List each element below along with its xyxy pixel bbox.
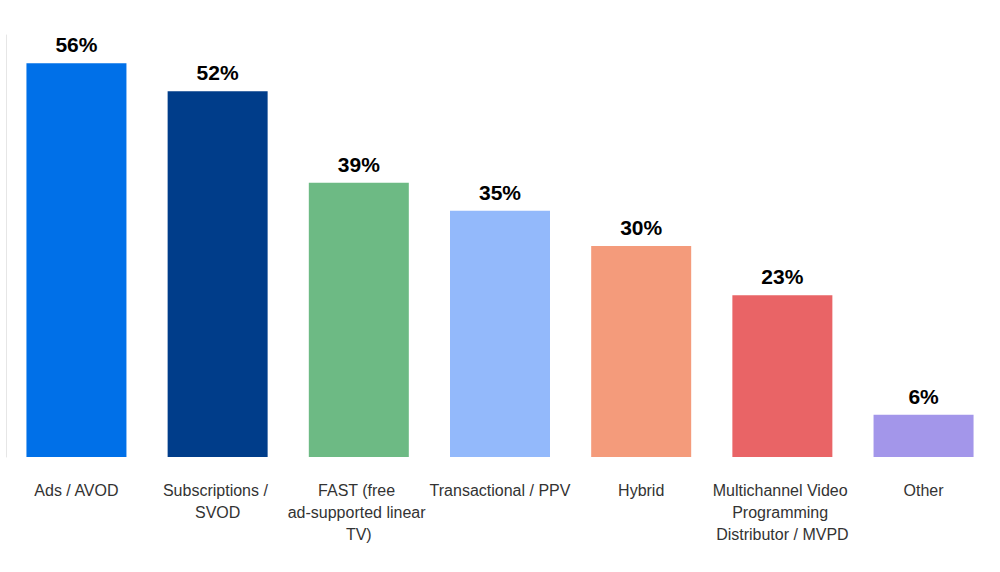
svg-text:Subscriptions /: Subscriptions /: [163, 482, 272, 499]
svg-text:Distributor / MVPD: Distributor / MVPD: [716, 526, 848, 543]
svg-text:Hybrid: Hybrid: [618, 482, 664, 499]
svg-text:TV): TV): [346, 526, 372, 543]
svg-text:23%: 23%: [761, 265, 803, 288]
svg-text:SVOD: SVOD: [195, 504, 240, 521]
svg-text:30%: 30%: [620, 216, 662, 239]
svg-text:Other: Other: [904, 482, 945, 499]
svg-text:52%: 52%: [197, 61, 239, 84]
svg-text:6%: 6%: [908, 385, 939, 408]
svg-text:39%: 39%: [338, 153, 380, 176]
svg-text:56%: 56%: [55, 33, 97, 56]
svg-text:Transactional / PPV: Transactional / PPV: [430, 482, 571, 499]
svg-text:FAST (free: FAST (free: [318, 482, 400, 499]
svg-text:35%: 35%: [479, 181, 521, 204]
svg-text:Multichannel Video: Multichannel Video: [713, 482, 852, 499]
svg-text:ad-supported linear: ad-supported linear: [288, 504, 430, 521]
svg-text:Programming: Programming: [732, 504, 832, 521]
svg-text:Ads / AVOD: Ads / AVOD: [34, 482, 118, 499]
